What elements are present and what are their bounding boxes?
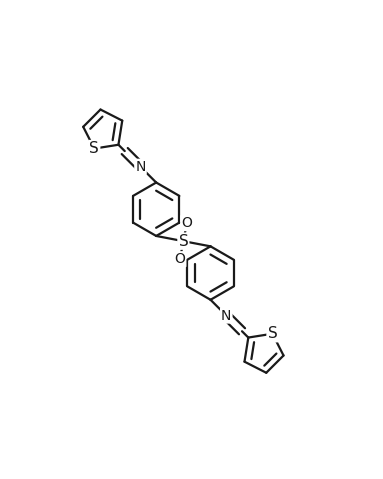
Text: S: S xyxy=(268,326,277,341)
Text: N: N xyxy=(221,308,231,322)
Text: S: S xyxy=(178,234,188,249)
Text: O: O xyxy=(182,216,192,230)
Text: N: N xyxy=(135,160,146,174)
Text: S: S xyxy=(90,141,99,156)
Text: O: O xyxy=(175,252,185,266)
